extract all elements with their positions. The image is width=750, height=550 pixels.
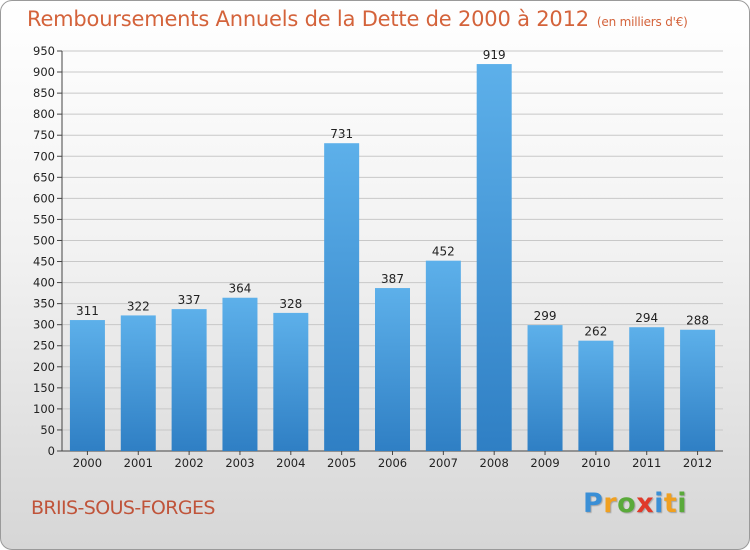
value-label: 387 [381, 272, 404, 286]
x-tick-label: 2008 [480, 456, 509, 470]
logo-letter: o [617, 488, 637, 519]
y-tick-label: 100 [33, 402, 55, 416]
y-tick-label: 250 [33, 339, 55, 353]
bar [578, 340, 614, 451]
value-label: 311 [76, 304, 99, 318]
logo-letter: P [583, 488, 604, 519]
y-tick-label: 500 [33, 233, 55, 247]
value-label: 919 [483, 48, 506, 62]
value-label: 299 [534, 309, 557, 323]
x-tick-label: 2007 [429, 456, 458, 470]
value-label: 288 [686, 314, 709, 328]
y-tick-label: 300 [33, 318, 55, 332]
bar [171, 309, 207, 451]
x-tick-label: 2002 [174, 456, 203, 470]
logo-letter: i [677, 488, 688, 519]
y-tick-label: 850 [33, 86, 55, 100]
value-label: 337 [178, 293, 201, 307]
proxiti-logo: Proxiti [583, 488, 687, 519]
value-label: 452 [432, 245, 455, 259]
chart-title-text: Remboursements Annuels de la Dette de 20… [27, 7, 589, 31]
y-tick-label: 150 [33, 381, 55, 395]
value-label: 294 [635, 311, 658, 325]
bar [629, 327, 665, 451]
y-tick-label: 700 [33, 149, 55, 163]
y-tick-label: 50 [40, 423, 55, 437]
y-tick-label: 950 [33, 44, 55, 58]
commune-name: BRIIS-SOUS-FORGES [31, 497, 215, 519]
bar [273, 312, 309, 451]
chart-title: Remboursements Annuels de la Dette de 20… [27, 7, 688, 31]
value-label: 322 [127, 299, 150, 313]
x-tick-label: 2000 [73, 456, 102, 470]
value-labels: 311 322 337 364 328 731 387 452 919 299 262 294 288 [76, 48, 709, 339]
bar [222, 297, 258, 451]
value-label: 731 [330, 127, 353, 141]
x-tick-label: 2011 [632, 456, 661, 470]
x-tick-label: 2003 [225, 456, 254, 470]
x-tick-label: 2009 [530, 456, 559, 470]
y-tick-label: 550 [33, 212, 55, 226]
y-tick-label: 800 [33, 107, 55, 121]
bar [476, 64, 512, 452]
y-tick-label: 350 [33, 297, 55, 311]
bar [120, 315, 156, 451]
y-tick-label: 0 [48, 444, 55, 458]
y-tick-label: 750 [33, 128, 55, 142]
y-tick-labels: 0 50 100 150 200 250 300 350 400 450 500 550 600 650 7… [33, 44, 55, 458]
logo-letter: r [603, 488, 618, 519]
y-tick-label: 450 [33, 255, 55, 269]
bar [324, 143, 360, 452]
x-tick-label: 2006 [378, 456, 407, 470]
x-tick-label: 2001 [124, 456, 153, 470]
bar [69, 320, 105, 451]
logo-letter: t [663, 488, 678, 519]
y-tick-label: 600 [33, 191, 55, 205]
bar [527, 325, 563, 451]
x-tick-label: 2004 [276, 456, 305, 470]
x-tick-labels: 2000 2001 2002 2003 2004 2005 2006 2007 2008 2009… [73, 456, 712, 470]
bars [69, 64, 716, 452]
chart-unit: (en milliers d'€) [596, 15, 688, 29]
y-tick-label: 900 [33, 65, 55, 79]
bar [680, 329, 716, 451]
value-label: 262 [584, 325, 607, 339]
x-tick-label: 2010 [581, 456, 610, 470]
bar [375, 288, 410, 451]
logo-letter: i [654, 488, 664, 519]
x-tick-label: 2005 [327, 456, 356, 470]
y-tick-label: 200 [33, 360, 55, 374]
value-label: 364 [229, 282, 252, 296]
y-tick-label: 400 [33, 276, 55, 290]
logo-letter: x [636, 488, 655, 519]
x-tick-label: 2012 [683, 456, 712, 470]
bar [425, 260, 461, 451]
y-tick-label: 650 [33, 170, 55, 184]
value-label: 328 [279, 297, 302, 311]
